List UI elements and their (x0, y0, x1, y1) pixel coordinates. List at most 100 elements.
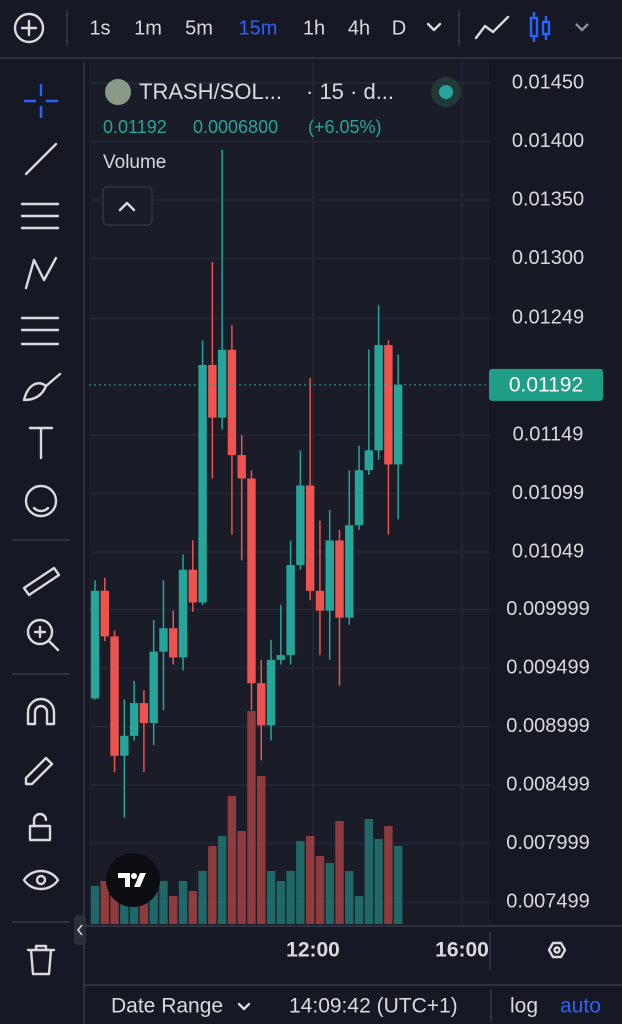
candle-body (257, 683, 266, 726)
volume-bar (345, 871, 354, 924)
eye-pupil (35, 874, 47, 886)
y-tick-label: 0.01049 (512, 540, 584, 562)
interval-button[interactable]: 1h (303, 17, 325, 39)
date-range-chevron (237, 1002, 251, 1011)
legend-change: 0.0006800 (193, 117, 278, 137)
volume-bar (120, 896, 129, 924)
y-tick-label: 0.007999 (506, 832, 589, 854)
lock-tool[interactable] (28, 812, 52, 842)
volume-bar (374, 839, 383, 924)
log-toggle[interactable]: log (510, 995, 538, 1018)
magnet-tool[interactable] (26, 697, 56, 726)
volume-bar (90, 886, 100, 924)
volume-bar (335, 821, 344, 924)
add-button[interactable] (13, 12, 45, 44)
candle-body (393, 384, 403, 465)
volume-bar (198, 871, 207, 924)
volume-bar (237, 831, 246, 924)
settings-button[interactable] (547, 941, 567, 959)
interval-button[interactable]: 4h (348, 17, 370, 39)
collapse-toolbar[interactable] (74, 915, 86, 945)
top-bar: 1s 1m 5m 15m 1h 4h D (0, 10, 622, 59)
candle-body (384, 345, 393, 465)
volume-bar (384, 826, 393, 924)
logo-mark (118, 873, 146, 887)
volume-bar (129, 891, 139, 924)
candle-body (286, 565, 295, 656)
projection-tool[interactable] (20, 316, 60, 346)
auto-toggle[interactable]: auto (560, 995, 601, 1018)
volume-bar (208, 846, 217, 924)
legend-change-pct: (+6.05%) (308, 117, 382, 137)
candle-body (217, 349, 227, 418)
interval-button[interactable]: D (392, 17, 406, 39)
interval-dropdown[interactable] (426, 22, 442, 32)
volume-bar (266, 871, 276, 924)
volume-bar (354, 896, 364, 924)
volume-bar (305, 836, 315, 924)
volume-bar (286, 871, 295, 924)
collapse-legend[interactable] (102, 186, 153, 226)
symbol-icon (105, 79, 131, 105)
candle-body (354, 470, 364, 526)
drawing-mode-tool[interactable] (24, 756, 54, 786)
line-chart-icon[interactable] (474, 15, 510, 40)
volume-bar (276, 881, 286, 924)
volume-bar (159, 881, 168, 924)
x-tick-label: 12:00 (286, 939, 340, 962)
volume-bar (149, 891, 158, 924)
y-tick-label: 0.01450 (512, 71, 584, 93)
y-tick-label: 0.009499 (506, 656, 589, 678)
candle-body (276, 655, 286, 660)
volume-bar (296, 841, 305, 924)
crosshair-tool[interactable] (24, 84, 58, 118)
y-tick-label: 0.01300 (512, 247, 584, 269)
chart-type-dropdown[interactable] (575, 23, 589, 32)
candle-body (159, 628, 168, 652)
emoji-smile (32, 506, 50, 513)
y-tick-label: 0.008499 (506, 773, 589, 795)
candle-body (237, 455, 246, 479)
volume-bar (217, 836, 227, 924)
text-tool[interactable] (28, 426, 54, 460)
logo-circle (106, 853, 160, 907)
interval-button[interactable]: 15m (239, 17, 278, 39)
fib-tool[interactable] (20, 202, 60, 230)
candle-body (247, 478, 256, 684)
volume-bar (139, 896, 149, 924)
market-status-dot (439, 85, 453, 99)
add-icon (20, 19, 38, 37)
y-tick-label: 0.01400 (512, 130, 584, 152)
candle-body (266, 659, 276, 726)
brush-tool[interactable] (22, 372, 62, 402)
settings-center (553, 946, 561, 954)
delete-tool[interactable] (26, 944, 56, 976)
interval-button[interactable]: 1s (89, 17, 110, 39)
interval-button[interactable]: 1m (134, 17, 162, 39)
emoji-tool[interactable] (24, 484, 58, 518)
symbol-name[interactable]: TRASH/SOL... (139, 79, 282, 104)
candle-chart-icon[interactable] (529, 12, 551, 42)
volume-bar (178, 881, 188, 924)
pattern-tool[interactable] (24, 256, 58, 290)
date-range-button[interactable]: Date Range (111, 995, 223, 1018)
candle-body (139, 703, 149, 723)
logo-dot (131, 873, 137, 879)
left-toolbar (12, 62, 86, 1024)
ruler-tool[interactable] (22, 566, 61, 597)
candle-body (345, 525, 354, 618)
legend-price: 0.01192 (103, 117, 167, 137)
clock[interactable]: 14:09:42 (UTC+1) (289, 995, 458, 1018)
interval-button[interactable]: 5m (185, 17, 213, 39)
zoom-tool[interactable] (26, 618, 54, 646)
trend-line-tool[interactable] (24, 142, 58, 176)
y-tick-label: 0.009999 (506, 598, 589, 620)
visibility-tool[interactable] (22, 869, 60, 891)
volume-bar (100, 881, 109, 924)
legend: TRASH/SOL... · 15 · d... 0.01192 0.00068… (102, 77, 461, 226)
candle-body (364, 450, 374, 471)
candle-body (129, 703, 139, 736)
volume-bar (315, 856, 325, 924)
candle-body (315, 590, 325, 611)
candle-body (335, 540, 344, 618)
